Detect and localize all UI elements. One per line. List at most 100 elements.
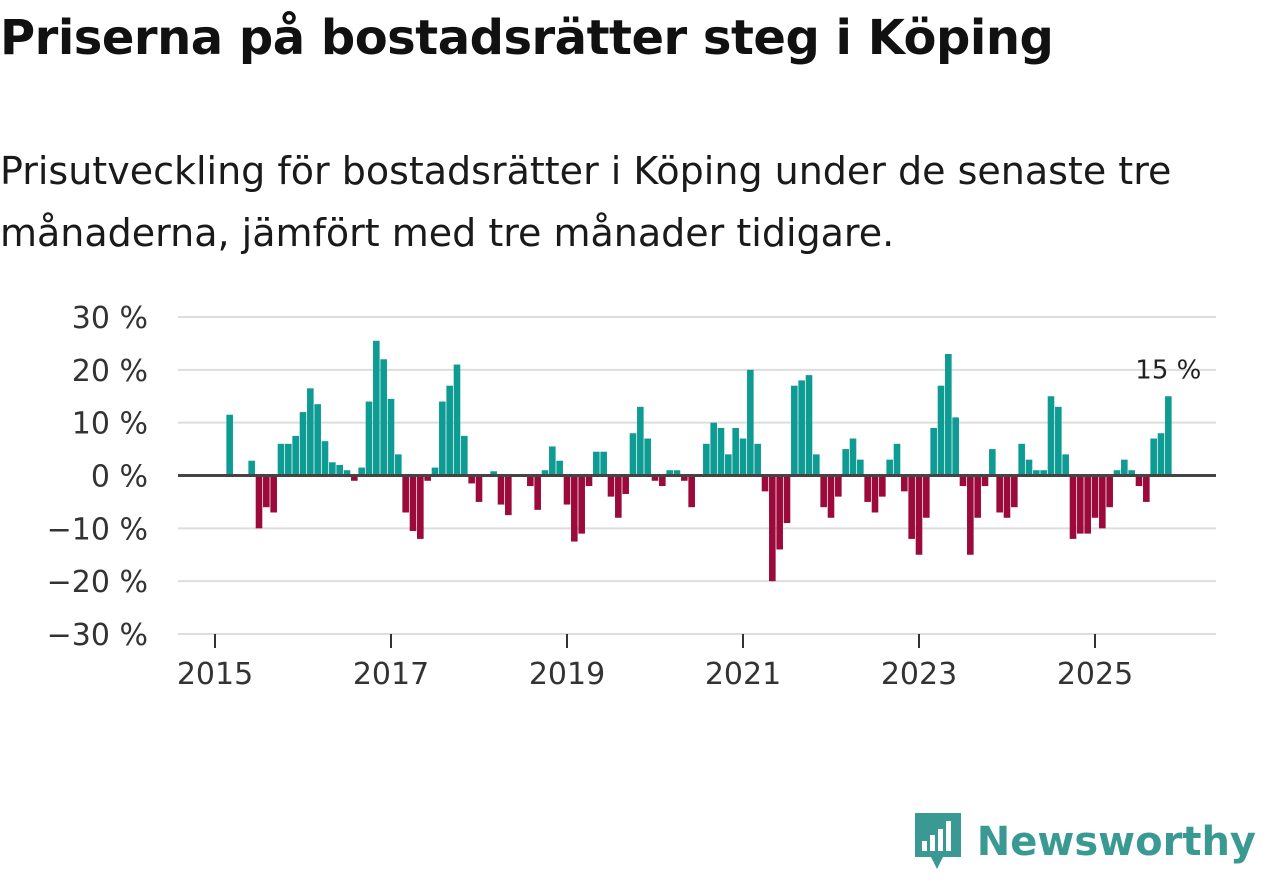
newsworthy-logo-icon [914,813,961,869]
bar [754,443,761,476]
bar [915,475,923,555]
bar [270,475,277,513]
bar [644,438,651,476]
bar [637,406,644,476]
bar [475,475,483,502]
bar [805,375,813,476]
bar [681,475,688,481]
bar [1003,475,1011,518]
bar [277,443,285,476]
bar [1062,454,1069,476]
bar [453,364,461,476]
grid-lines [178,316,1216,635]
bar [703,443,710,476]
bar [1040,470,1047,476]
bar [380,359,387,476]
x-tick-label: 2025 [1057,657,1133,692]
y-tick-label: 0 % [91,460,148,495]
bar [1099,475,1106,529]
bar [534,475,541,510]
x-tick-label: 2015 [177,657,253,692]
bar [1106,475,1113,508]
chart-subtitle: Prisutveckling för bostadsrätter i Köpin… [0,149,1172,255]
axes: 30 % 20 % 10 % 0 % −10 % −20 % −30 % 2015 2017 20… [47,301,1216,692]
bar [989,449,996,476]
bar [893,443,901,476]
bar [871,475,879,513]
bar [710,422,717,476]
bar [321,441,329,476]
bar [329,462,336,476]
bar [901,475,908,492]
bar [930,427,937,476]
x-tick-label: 2023 [881,657,957,692]
bar [358,467,365,476]
bar [967,475,974,555]
bar [739,438,747,476]
bar [908,475,915,539]
bar [1091,475,1099,518]
bar [1047,396,1055,476]
bar [607,475,615,497]
bar [351,475,358,481]
bar [549,446,556,476]
bar [307,388,314,476]
bar [651,475,659,481]
bar [666,470,673,476]
bar [732,427,739,476]
bar [864,475,871,502]
bar [688,475,695,508]
bar [402,475,409,513]
bars [226,340,1172,582]
bar-chart: 30 % 20 % 10 % 0 % −10 % −20 % −30 % 2015 2017 20… [47,301,1216,692]
bar [387,398,395,476]
chart-title: Priserna på bostadsrätter steg i Köping [0,10,1054,66]
bar [417,475,424,539]
bar [761,475,769,492]
bar [776,475,783,550]
bar [593,451,600,476]
y-tick-label: 30 % [72,301,148,336]
bar [835,475,842,497]
bar [1128,470,1135,476]
bar [563,475,571,505]
bar [622,475,629,494]
bar [842,449,849,476]
bar [879,475,886,497]
brand-name: Newsworthy [976,819,1256,865]
bar [725,454,732,476]
bar [1084,475,1091,534]
bar [813,454,820,476]
bar [937,385,945,476]
bar [1011,475,1018,508]
bar [659,475,666,487]
bar [1150,438,1157,476]
bar [263,475,270,508]
bar [849,438,857,476]
bar [336,464,343,476]
bar [424,475,431,481]
bar [798,380,805,476]
bar [923,475,930,518]
bar [820,475,827,508]
y-tick-label: −10 % [47,512,148,547]
bar [439,401,446,476]
bar [248,460,255,476]
bar [571,475,578,542]
bar [365,401,373,476]
y-tick-label: 20 % [72,354,148,389]
y-tick-label: −30 % [47,618,148,653]
y-tick-label: 10 % [72,407,148,442]
bar [578,475,585,534]
bar [945,353,952,476]
bar [1121,459,1128,476]
bar [285,443,292,476]
x-tick-label: 2019 [529,657,605,692]
x-tick-label: 2017 [353,657,429,692]
bar [1018,443,1025,476]
bar [959,475,967,487]
bar [783,475,791,524]
bar [673,470,681,476]
bar [343,470,351,476]
bar [556,460,563,476]
